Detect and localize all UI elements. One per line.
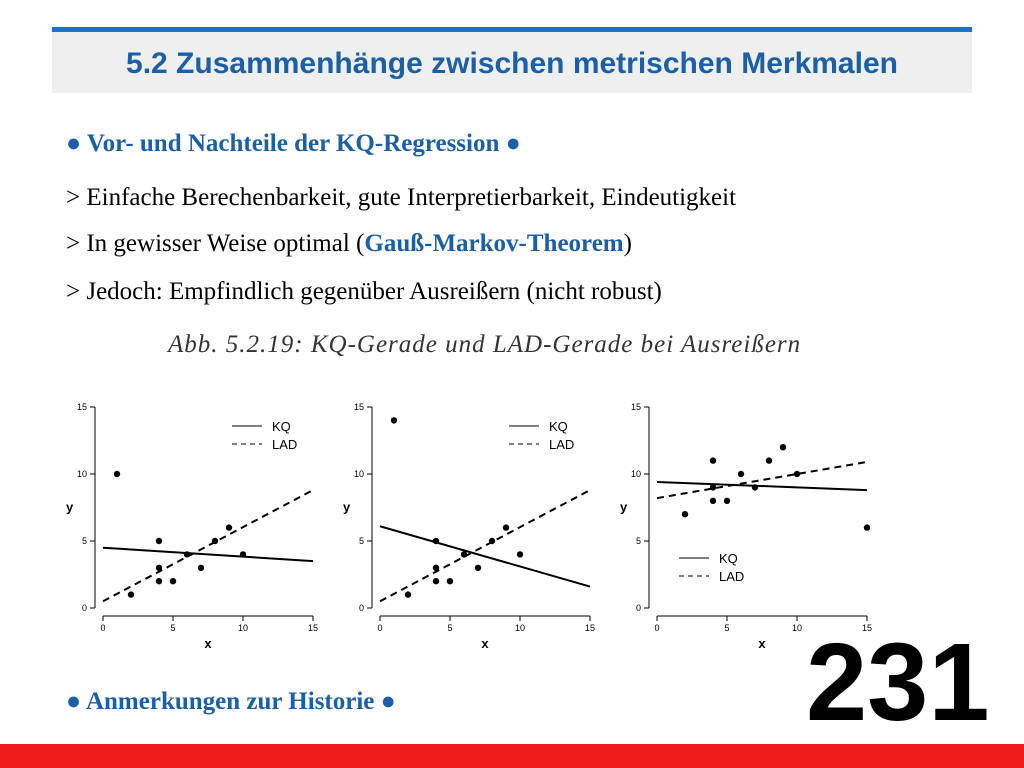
y-tick-label: 10 <box>77 469 87 479</box>
x-tick-label: 10 <box>792 623 802 633</box>
data-point <box>155 578 163 585</box>
scatter-plot-1: 0 5 10 15 0 5 10 15 x y KQ LAD <box>66 402 318 651</box>
x-axis-label: x <box>204 636 212 651</box>
legend-label-kq: KQ <box>719 551 738 566</box>
kq-line <box>379 525 591 588</box>
data-point <box>723 497 731 504</box>
figure-caption: Abb. 5.2.19: KQ-Gerade und LAD-Gerade be… <box>168 331 802 358</box>
data-point <box>779 444 787 451</box>
y-tick-label: 15 <box>631 402 641 412</box>
section-heading-kq: ● Vor- und Nachteile der KQ-Regression ● <box>66 130 521 157</box>
y-tick-label: 0 <box>636 603 641 613</box>
x-tick-label: 10 <box>515 623 525 633</box>
x-tick-label: 15 <box>862 623 872 633</box>
y-tick-label: 10 <box>631 469 641 479</box>
data-point <box>155 564 163 571</box>
scatter-plot-3: 0 5 10 15 0 5 10 15 x y KQ LAD <box>620 402 872 651</box>
legend-label-lad: LAD <box>272 437 297 452</box>
y-tick-label: 5 <box>82 536 87 546</box>
lad-line <box>102 489 314 603</box>
bullet-2: > In gewisser Weise optimal (Gauß-Markov… <box>66 230 632 258</box>
data-point <box>751 484 759 491</box>
y-tick-label: 15 <box>354 402 364 412</box>
data-point <box>432 537 440 545</box>
slide-number: 231 <box>806 621 990 744</box>
y-tick-label: 5 <box>636 536 641 546</box>
data-point <box>404 591 412 598</box>
y-tick-label: 0 <box>359 603 364 613</box>
x-axis-label: x <box>758 636 766 651</box>
bottom-bar <box>0 744 1024 768</box>
y-axis-label: y <box>620 500 628 515</box>
data-point <box>432 578 440 585</box>
y-tick-label: 15 <box>77 402 87 412</box>
x-tick-label: 15 <box>585 623 595 633</box>
lad-line <box>656 460 868 500</box>
data-point <box>765 457 773 464</box>
legend-label-kq: KQ <box>272 419 291 434</box>
data-point <box>183 551 191 558</box>
x-tick-label: 0 <box>100 623 105 633</box>
data-point <box>239 551 247 558</box>
x-tick-label: 0 <box>377 623 382 633</box>
y-tick-label: 10 <box>354 469 364 479</box>
x-tick-label: 0 <box>654 623 659 633</box>
data-point <box>863 524 871 531</box>
title-bar: 5.2 Zusammenhänge zwischen metrischen Me… <box>52 27 972 93</box>
data-point <box>709 484 717 491</box>
data-point <box>432 564 440 571</box>
legend-label-kq: KQ <box>549 419 568 434</box>
gauss-markov-highlight: Gauß-Markov-Theorem <box>364 230 624 257</box>
y-tick-label: 0 <box>82 603 87 613</box>
data-point <box>709 497 717 504</box>
section-heading-historie: ● Anmerkungen zur Historie ● <box>66 688 396 715</box>
scatter-plot-2: 0 5 10 15 0 5 10 15 x y KQ LAD <box>343 402 595 651</box>
data-point <box>113 470 121 478</box>
x-tick-label: 5 <box>724 623 729 633</box>
data-point <box>737 470 745 478</box>
legend-label-lad: LAD <box>719 569 744 584</box>
data-point <box>225 524 233 531</box>
legend-label-lad: LAD <box>549 437 574 452</box>
y-axis-label: y <box>66 500 74 515</box>
data-point <box>502 524 510 531</box>
slide-title: 5.2 Zusammenhänge zwischen metrischen Me… <box>126 47 898 80</box>
x-tick-label: 5 <box>447 623 452 633</box>
data-point <box>169 578 177 585</box>
data-point <box>681 511 689 518</box>
data-point <box>488 537 496 545</box>
x-tick-label: 15 <box>308 623 318 633</box>
data-point <box>516 551 524 558</box>
lad-line <box>379 489 591 603</box>
bullet-2-suffix: ) <box>623 230 632 257</box>
bullet-1: > Einfache Berechenbarkeit, gute Interpr… <box>66 184 737 211</box>
kq-line <box>102 546 314 563</box>
x-axis-label: x <box>481 636 489 651</box>
data-point <box>211 537 219 545</box>
data-point <box>709 457 717 464</box>
data-point <box>793 470 801 478</box>
data-point <box>474 564 482 571</box>
data-point <box>197 564 205 571</box>
x-tick-label: 10 <box>238 623 248 633</box>
y-tick-label: 5 <box>359 536 364 546</box>
y-axis-label: y <box>343 500 351 515</box>
data-point <box>127 591 135 598</box>
bullet-2-prefix: > In gewisser Weise optimal ( <box>66 230 365 257</box>
data-point <box>390 417 398 424</box>
bullet-3: > Jedoch: Empfindlich gegenüber Ausreiße… <box>66 278 662 305</box>
x-tick-label: 5 <box>170 623 175 633</box>
kq-line <box>656 481 868 492</box>
data-point <box>460 551 468 558</box>
data-point <box>155 537 163 545</box>
data-point <box>446 578 454 585</box>
